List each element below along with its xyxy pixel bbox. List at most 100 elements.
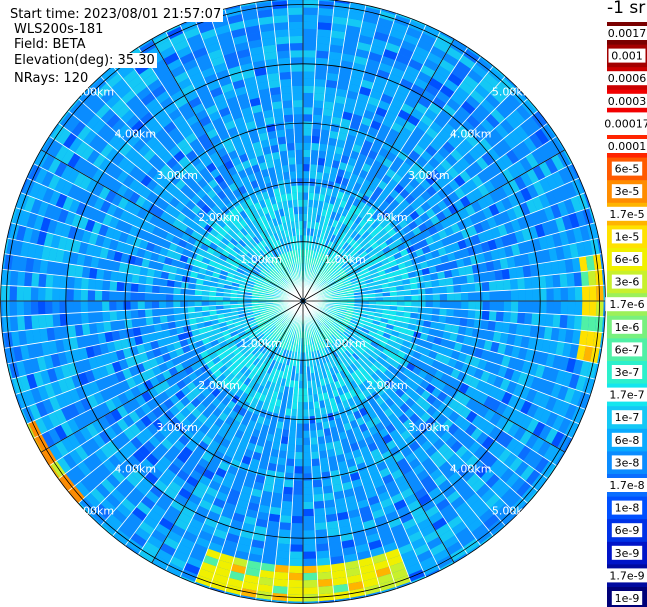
- range-gate: [78, 371, 89, 386]
- range-gate: [73, 400, 86, 415]
- range-gate: [440, 338, 450, 348]
- range-gate: [424, 83, 440, 97]
- range-gate: [375, 288, 383, 294]
- range-gate: [495, 186, 508, 200]
- range-gate: [346, 337, 355, 345]
- range-gate: [48, 141, 63, 158]
- range-gate: [583, 393, 591, 410]
- range-gate: [526, 183, 539, 199]
- range-gate: [434, 239, 445, 250]
- range-gate: [153, 383, 165, 395]
- range-gate: [266, 236, 274, 244]
- range-gate: [510, 88, 527, 105]
- range-gate: [194, 289, 203, 296]
- range-gate: [330, 285, 338, 291]
- range-gate: [315, 64, 328, 73]
- range-gate: [526, 168, 540, 184]
- range-gate: [331, 287, 339, 292]
- range-gate: [546, 287, 554, 301]
- range-gate: [418, 307, 426, 314]
- range-gate: [111, 78, 128, 94]
- range-gate: [276, 354, 282, 363]
- range-gate: [354, 244, 363, 253]
- range-gate: [269, 234, 277, 243]
- range-gate: [230, 198, 240, 208]
- range-gate: [130, 119, 145, 134]
- range-gate: [100, 88, 117, 104]
- range-gate: [471, 63, 488, 79]
- range-gate: [467, 283, 476, 293]
- range-gate: [325, 79, 338, 89]
- range-gate: [278, 262, 285, 270]
- range-gate: [371, 82, 386, 94]
- range-gate: [432, 307, 440, 316]
- range-gate: [453, 415, 466, 428]
- range-gate: [218, 130, 230, 141]
- range-gate: [464, 265, 474, 276]
- range-gate: [337, 268, 345, 275]
- range-gate: [299, 359, 303, 367]
- range-gate: [438, 128, 452, 141]
- range-gate: [230, 207, 240, 217]
- range-gate: [411, 429, 424, 441]
- range-gate: [202, 310, 210, 317]
- range-gate: [98, 157, 112, 173]
- range-gate: [245, 508, 259, 519]
- range-gate: [273, 240, 280, 249]
- range-gate: [216, 287, 224, 293]
- range-gate: [91, 419, 105, 434]
- range-gate: [253, 312, 261, 317]
- range-gate: [235, 351, 244, 360]
- range-gate: [488, 280, 497, 292]
- range-gate: [437, 402, 449, 415]
- range-gate: [287, 587, 303, 595]
- range-gate: [125, 356, 136, 368]
- range-gate: [60, 164, 74, 181]
- range-gate: [195, 278, 204, 286]
- range-gate: [387, 339, 396, 347]
- range-gate: [134, 256, 144, 267]
- range-gate: [484, 360, 495, 373]
- range-gate: [421, 457, 434, 470]
- range-gate: [247, 262, 256, 269]
- range-gate: [453, 308, 462, 318]
- range-gate: [380, 209, 390, 220]
- range-gate: [254, 254, 262, 262]
- range-gate: [228, 268, 237, 275]
- range-gate: [238, 99, 251, 110]
- range-gate: [202, 285, 210, 292]
- range-gate: [417, 281, 426, 289]
- range-gate: [517, 241, 528, 255]
- range-gate: [319, 269, 325, 277]
- range-gate: [287, 251, 292, 259]
- range-gate: [206, 80, 221, 92]
- range-gate: [326, 240, 333, 249]
- range-gate: [140, 130, 155, 144]
- range-gate: [289, 258, 294, 266]
- range-gate: [411, 161, 424, 173]
- range-gate: [323, 273, 330, 280]
- range-gate: [165, 433, 178, 446]
- range-gate: [494, 353, 505, 366]
- range-gate: [282, 349, 288, 357]
- range-gate: [362, 482, 375, 493]
- range-gate: [249, 97, 262, 107]
- range-gate: [188, 282, 196, 290]
- range-gate: [594, 316, 604, 333]
- range-gate: [446, 376, 457, 388]
- range-gate: [240, 106, 253, 117]
- range-gate: [322, 323, 328, 330]
- range-gate: [136, 86, 152, 101]
- range-gate: [442, 53, 459, 67]
- range-gate: [303, 473, 313, 481]
- range-gate: [342, 444, 352, 454]
- range-gate: [377, 17, 394, 29]
- range-gate: [268, 284, 277, 289]
- range-gate: [155, 236, 165, 247]
- range-gate: [173, 439, 186, 452]
- range-gate: [41, 341, 51, 357]
- range-gate: [390, 301, 398, 306]
- range-gate: [510, 345, 521, 359]
- range-gate: [76, 335, 86, 349]
- range-gate: [519, 385, 531, 401]
